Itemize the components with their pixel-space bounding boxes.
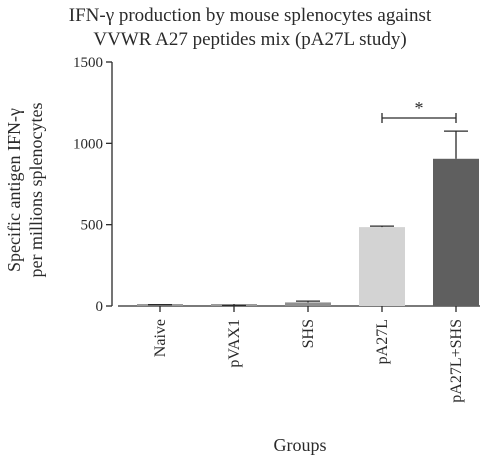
chart-title-line1: IFN-γ production by mouse splenocytes ag…	[68, 5, 432, 26]
y-tick-label: 0	[96, 299, 104, 315]
x-tick-label: pA27L+SHS	[448, 319, 465, 403]
bar	[433, 158, 479, 306]
y-tick-label: 500	[81, 218, 104, 234]
x-axis-label: Groups	[274, 435, 327, 455]
y-axis-label-line2: per millions splenocytes	[26, 103, 46, 278]
bars	[137, 130, 479, 307]
bar	[359, 227, 405, 306]
bar	[285, 302, 331, 306]
x-tick-label: pVAX1	[226, 319, 243, 368]
axes	[106, 61, 480, 312]
y-axis-label-line1: Specific antigen IFN-γ	[4, 108, 24, 272]
labels: 0 500 1000 1500 Naive pVAX1 SHS pA27L pA27L+SHS *…	[4, 55, 465, 455]
x-tick-label: SHS	[300, 319, 317, 348]
y-tick-label: 1500	[73, 55, 103, 71]
x-tick-label: pA27L	[374, 319, 391, 364]
significance-star: *	[415, 98, 424, 118]
chart-title-line2: VVWR A27 peptides mix (pA27L study)	[93, 29, 407, 50]
y-tick-label: 1000	[73, 136, 103, 152]
x-tick-label: Naive	[152, 319, 169, 357]
chart-title: IFN-γ production by mouse splenocytes ag…	[0, 4, 500, 52]
